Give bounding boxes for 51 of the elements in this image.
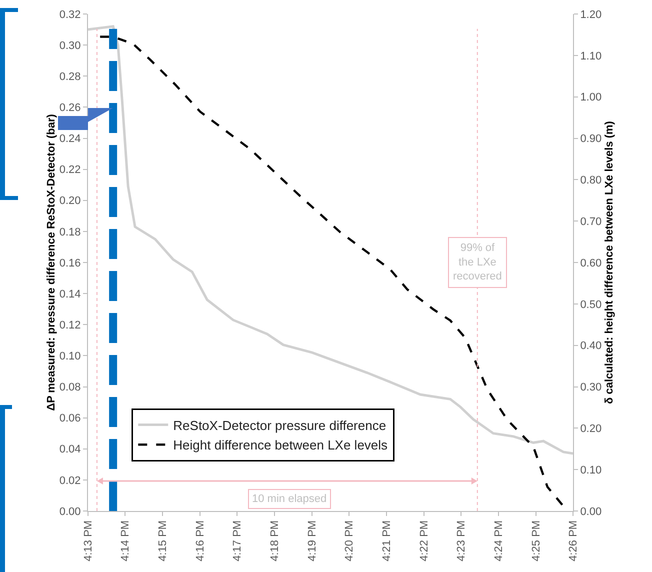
x-tick-label: 4:14 PM — [120, 520, 132, 562]
x-tick-label: 4:13 PM — [82, 520, 95, 562]
x-tick-label: 4:17 PM — [232, 520, 244, 562]
y-tick-label: 0.04 — [59, 444, 81, 456]
y2-axis-title: δ calculated: height difference between LXe levels (m) — [604, 120, 616, 404]
y2-tick-label: 0.00 — [580, 506, 602, 518]
y-tick-label: 0.00 — [59, 506, 81, 518]
y-tick-label: 0.14 — [59, 288, 81, 300]
y-tick-label: 0.24 — [59, 133, 81, 146]
y-tick-label: 0.02 — [59, 474, 81, 487]
annotation: 10 min elapsed — [252, 493, 327, 505]
y-tick-label: 0.22 — [59, 164, 81, 176]
y-tick-label: 0.10 — [59, 350, 81, 363]
y2-tick-label: 0.50 — [580, 298, 602, 311]
y-tick-label: 0.06 — [59, 412, 81, 425]
y2-tick-label: 0.40 — [580, 340, 602, 352]
x-tick-label: 4:21 PM — [381, 520, 394, 562]
y2-tick-label: 0.30 — [580, 382, 602, 394]
x-tick-label: 4:24 PM — [493, 520, 506, 562]
y-tick-label: 0.16 — [59, 257, 81, 270]
x-tick-label: 4:19 PM — [306, 520, 318, 562]
x-tick-label: 4:15 PM — [157, 520, 170, 562]
line-series — [88, 25, 573, 455]
y-tick-label: 0.32 — [59, 8, 81, 21]
y-tick-label: 0.26 — [59, 102, 81, 114]
y2-tick-label: 0.80 — [580, 174, 602, 187]
y2-tick-label: 1.10 — [580, 50, 602, 62]
y-tick-label: 0.18 — [59, 226, 81, 238]
y2-tick-label: 0.20 — [580, 423, 602, 436]
ref-line-label: 99% of the LXe recovered — [453, 242, 502, 283]
x-tick-label: 4:20 PM — [344, 520, 356, 562]
y2-tick-label: 0.70 — [580, 216, 602, 228]
legend-label: Height difference between LXe levels — [173, 438, 388, 453]
y2-tick-label: 0.90 — [580, 133, 602, 146]
y2-tick-label: 1.20 — [580, 8, 602, 21]
x-tick-label: 4:22 PM — [418, 520, 430, 562]
y-tick-label: 0.08 — [59, 382, 81, 394]
y-tick-label: 0.30 — [59, 40, 81, 52]
y-tick-label: 0.28 — [59, 70, 81, 83]
x-tick-label: 4:23 PM — [456, 520, 468, 562]
y-tick-label: 0.20 — [59, 195, 81, 208]
y-axis-title: ΔP measured: pressure difference ReStoX-Detector (bar) — [45, 114, 58, 411]
x-tick-label: 4:26 PM — [568, 520, 580, 562]
legend-label: ReStoX-Detector pressure difference — [173, 418, 386, 433]
x-tick-label: 4:18 PM — [269, 520, 282, 562]
x-tick-label: 4:16 PM — [194, 520, 207, 562]
y-tick-label: 0.12 — [59, 319, 81, 332]
y2-tick-label: 0.60 — [580, 257, 602, 270]
x-tick-label: 4:25 PM — [530, 520, 542, 562]
y2-tick-label: 1.00 — [580, 92, 602, 104]
y2-tick-label: 0.10 — [580, 464, 602, 476]
